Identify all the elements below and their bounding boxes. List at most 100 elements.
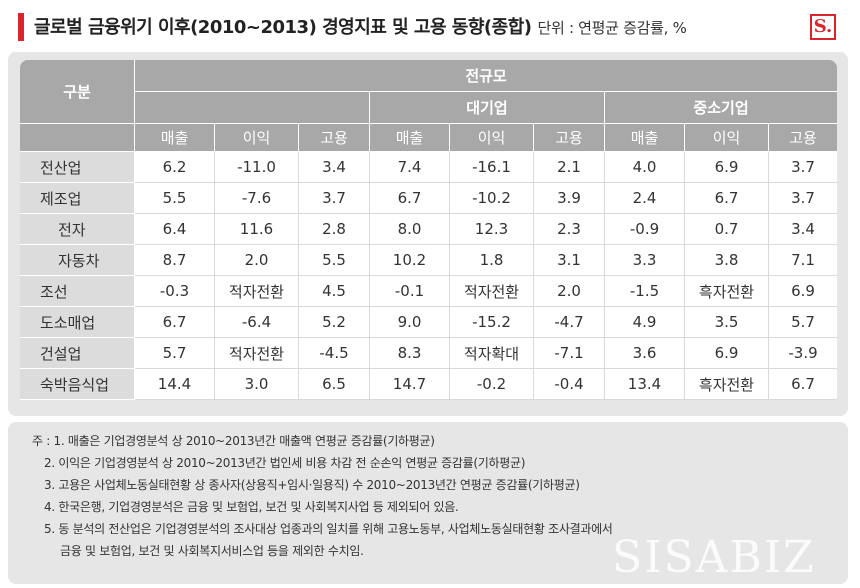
table-cell: -15.2: [450, 307, 534, 338]
table-row: 제조업 5.5 -7.6 3.7 6.7 -10.2 3.9 2.4 6.7 3.7: [20, 183, 838, 214]
table-cell: 8.3: [370, 338, 450, 369]
table-cell: 3.7: [769, 183, 838, 214]
table-cell: 6.7: [135, 307, 215, 338]
table-cell: 6.7: [769, 369, 838, 400]
table-cell: -4.7: [534, 307, 605, 338]
table-cell: 3.6: [605, 338, 685, 369]
table-cell: 2.1: [534, 152, 605, 183]
table-cell: 흑자전환: [685, 276, 769, 307]
table-cell: 4.9: [605, 307, 685, 338]
metric-header: 고용: [299, 124, 370, 152]
table-cell: 10.2: [370, 245, 450, 276]
metric-header: 고용: [769, 124, 838, 152]
table-cell: 3.9: [534, 183, 605, 214]
table-cell: 12.3: [450, 214, 534, 245]
table-cell: 14.7: [370, 369, 450, 400]
table-cell: 14.4: [135, 369, 215, 400]
title-text: 글로벌 금융위기 이후(2010~2013) 경영지표 및 고용 동향(종합): [34, 17, 532, 38]
table-cell: 11.6: [215, 214, 299, 245]
table-cell: 4.5: [299, 276, 370, 307]
table-cell: 6.4: [135, 214, 215, 245]
table-cell: -4.5: [299, 338, 370, 369]
group-header-large: 대기업: [370, 92, 605, 124]
table-cell: -10.2: [450, 183, 534, 214]
table-cell: 2.3: [534, 214, 605, 245]
table-cell: 5.5: [299, 245, 370, 276]
table-cell: -7.6: [215, 183, 299, 214]
metric-header: 이익: [215, 124, 299, 152]
group-header-sme: 중소기업: [605, 92, 838, 124]
table-cell: -0.9: [605, 214, 685, 245]
metric-header: 매출: [135, 124, 215, 152]
row-label: 자동차: [20, 245, 135, 276]
table-cell: 3.5: [685, 307, 769, 338]
table-cell: 3.7: [299, 183, 370, 214]
table-cell: 4.0: [605, 152, 685, 183]
footnote: 5. 동 분석의 전산업은 기업경영분석의 조사대상 업종과의 일치를 위해 고…: [44, 522, 613, 536]
group-header-spacer: [135, 92, 370, 124]
table-cell: 적자전환: [450, 276, 534, 307]
table-cell: 2.0: [534, 276, 605, 307]
table-cell: 1.8: [450, 245, 534, 276]
table-row: 건설업 5.7 적자전환 -4.5 8.3 적자확대 -7.1 3.6 6.9 -3.9: [20, 338, 838, 369]
table-cell: 6.9: [685, 338, 769, 369]
table-cell: 3.0: [215, 369, 299, 400]
header: 글로벌 금융위기 이후(2010~2013) 경영지표 및 고용 동향(종합) 단…: [0, 0, 860, 52]
table-cell: 3.3: [605, 245, 685, 276]
table-cell: 흑자전환: [685, 369, 769, 400]
group-header-total: 전규모: [135, 60, 838, 92]
table-cell: 0.7: [685, 214, 769, 245]
table-cell: -0.4: [534, 369, 605, 400]
table-cell: 6.7: [370, 183, 450, 214]
table-cell: -6.4: [215, 307, 299, 338]
page-title: 글로벌 금융위기 이후(2010~2013) 경영지표 및 고용 동향(종합) 단…: [34, 13, 687, 39]
table-cell: 2.0: [215, 245, 299, 276]
table-cell: -0.2: [450, 369, 534, 400]
table-cell: 3.4: [769, 214, 838, 245]
footnote: 주 : 1. 매출은 기업경영분석 상 2010~2013년간 매출액 연평균 …: [32, 434, 435, 448]
table-cell: 6.2: [135, 152, 215, 183]
table-cell: 6.5: [299, 369, 370, 400]
metric-header: 이익: [450, 124, 534, 152]
table-cell: 적자전환: [215, 276, 299, 307]
row-label: 도소매업: [20, 307, 135, 338]
metric-header: 매출: [605, 124, 685, 152]
table-cell: 7.4: [370, 152, 450, 183]
unit-label: 단위 : 연평균 증감률, %: [537, 19, 687, 37]
row-label: 제조업: [20, 183, 135, 214]
indicator-table: 구분 전규모 대기업 중소기업 매출 이익 고용 매출 이익 고용 매출 이익 …: [20, 60, 838, 400]
table-cell: 8.0: [370, 214, 450, 245]
table-cell: 2.8: [299, 214, 370, 245]
metric-header: 매출: [370, 124, 450, 152]
table-cell: 적자전환: [215, 338, 299, 369]
table-cell: 3.7: [769, 152, 838, 183]
row-label: 숙박음식업: [20, 369, 135, 400]
metric-header: 고용: [534, 124, 605, 152]
table-cell: -1.5: [605, 276, 685, 307]
row-label: 건설업: [20, 338, 135, 369]
table-cell: 5.7: [769, 307, 838, 338]
table-cell: 7.1: [769, 245, 838, 276]
table-cell: 9.0: [370, 307, 450, 338]
corner-header: 구분: [20, 60, 135, 124]
table-row: 숙박음식업 14.4 3.0 6.5 14.7 -0.2 -0.4 13.4 흑자전환 6.7: [20, 369, 838, 400]
table-row: 도소매업 6.7 -6.4 5.2 9.0 -15.2 -4.7 4.9 3.5 5.7: [20, 307, 838, 338]
table-cell: 5.5: [135, 183, 215, 214]
table-cell: 13.4: [605, 369, 685, 400]
row-label: 전산업: [20, 152, 135, 183]
table-row: 자동차 8.7 2.0 5.5 10.2 1.8 3.1 3.3 3.8 7.1: [20, 245, 838, 276]
table-panel: 구분 전규모 대기업 중소기업 매출 이익 고용 매출 이익 고용 매출 이익 …: [8, 52, 848, 416]
table-row: 전자 6.4 11.6 2.8 8.0 12.3 2.3 -0.9 0.7 3.4: [20, 214, 838, 245]
table-cell: 6.9: [685, 152, 769, 183]
table-cell: -16.1: [450, 152, 534, 183]
footnote: 금융 및 보험업, 보건 및 사회복지서비스업 등을 제외한 수치임.: [60, 544, 364, 558]
footnote: 3. 고용은 사업체노동실태현황 상 종사자(상용직+임시·일용직) 수 201…: [44, 478, 580, 492]
table-cell: -3.9: [769, 338, 838, 369]
footnote: 4. 한국은행, 기업경영분석은 금융 및 보험업, 보건 및 사회복지사업 등…: [44, 500, 459, 514]
watermark: SISABIZ: [612, 532, 816, 583]
table-cell: 적자확대: [450, 338, 534, 369]
table-cell: -7.1: [534, 338, 605, 369]
row-label: 조선: [20, 276, 135, 307]
table-cell: 5.2: [299, 307, 370, 338]
footnote: 2. 이익은 기업경영분석 상 2010~2013년간 법인세 비용 차감 전 …: [44, 456, 526, 470]
